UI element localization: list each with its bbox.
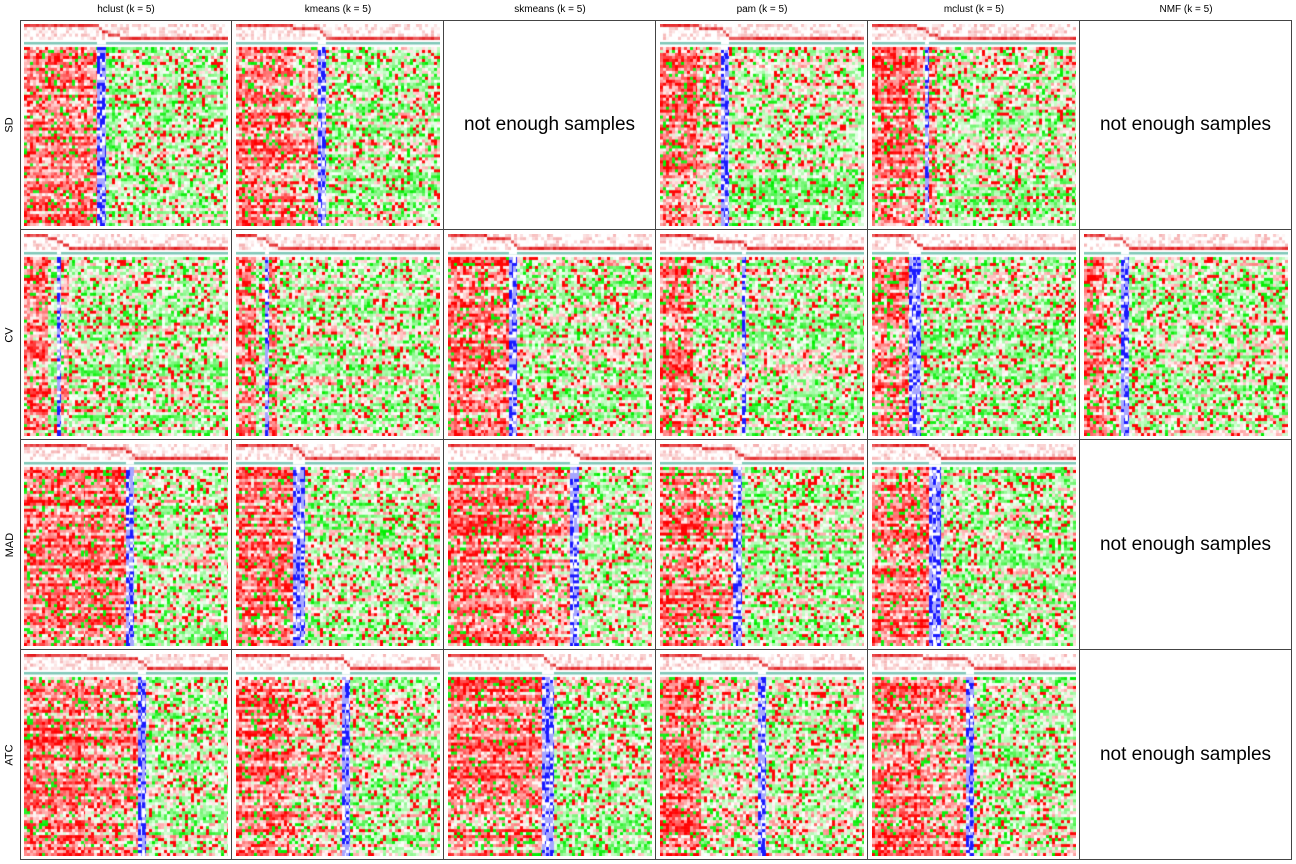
heatmap-panel: [656, 650, 868, 860]
heatmap-panel: [868, 440, 1080, 650]
heatmap-canvas: [872, 444, 1076, 646]
heatmap-canvas: [872, 654, 1076, 856]
heatmap-panel: [232, 650, 444, 860]
heatmap-canvas: [448, 654, 652, 856]
column-label: mclust (k = 5): [943, 4, 1005, 15]
heatmap-canvas: [448, 234, 652, 436]
column-label: kmeans (k = 5): [304, 4, 372, 15]
row-label: CV: [0, 230, 20, 440]
heatmap-panel: [1080, 230, 1292, 440]
heatmap-canvas: [872, 234, 1076, 436]
row-label: ATC: [0, 650, 20, 860]
empty-panel-message: not enough samples: [1099, 113, 1272, 135]
heatmap-canvas: [24, 234, 228, 436]
heatmap-panel: [232, 230, 444, 440]
heatmap-panel: [444, 650, 656, 860]
heatmap-canvas: [24, 24, 228, 226]
heatmap-canvas: [660, 444, 864, 646]
heatmap-panel: [20, 440, 232, 650]
heatmap-panel: [868, 20, 1080, 230]
heatmap-panel: not enough samples: [1080, 440, 1292, 650]
heatmap-panel: not enough samples: [1080, 20, 1292, 230]
row-label: SD: [0, 20, 20, 230]
row-label-text: ATC: [4, 744, 16, 766]
heatmap-panel: [232, 440, 444, 650]
heatmap-panel: [868, 650, 1080, 860]
heatmap-canvas: [660, 24, 864, 226]
row-label-text: MAD: [4, 532, 17, 558]
row-label: MAD: [0, 440, 20, 650]
heatmap-panel: [656, 440, 868, 650]
heatmap-panel: [444, 230, 656, 440]
column-label: skmeans (k = 5): [514, 4, 586, 15]
heatmap-canvas: [1084, 234, 1288, 436]
heatmap-canvas: [660, 654, 864, 856]
heatmap-canvas: [236, 444, 440, 646]
heatmap-canvas: [24, 444, 228, 646]
heatmap-panel: [656, 230, 868, 440]
heatmap-grid: not enough samples not enough samples not …: [20, 20, 1292, 860]
empty-panel-message: not enough samples: [1099, 533, 1272, 555]
heatmap-panel: [20, 650, 232, 860]
empty-panel-message: not enough samples: [463, 113, 636, 135]
row-label-text: CV: [4, 327, 16, 343]
heatmap-canvas: [24, 654, 228, 856]
heatmap-panel: [20, 230, 232, 440]
heatmap-canvas: [872, 24, 1076, 226]
heatmap-panel: [868, 230, 1080, 440]
heatmap-panel: not enough samples: [1080, 650, 1292, 860]
heatmap-canvas: [236, 654, 440, 856]
heatmap-panel: not enough samples: [444, 20, 656, 230]
heatmap-canvas: [660, 234, 864, 436]
heatmap-panel: [444, 440, 656, 650]
column-label: hclust (k = 5): [97, 4, 155, 15]
column-label: pam (k = 5): [736, 4, 788, 15]
heatmap-canvas: [236, 24, 440, 226]
column-label: NMF (k = 5): [1159, 4, 1213, 15]
heatmap-panel: [20, 20, 232, 230]
row-label-text: SD: [4, 117, 16, 133]
heatmap-panel: [656, 20, 868, 230]
heatmap-canvas: [448, 444, 652, 646]
heatmap-panel: [232, 20, 444, 230]
heatmap-canvas: [236, 234, 440, 436]
empty-panel-message: not enough samples: [1099, 743, 1272, 765]
